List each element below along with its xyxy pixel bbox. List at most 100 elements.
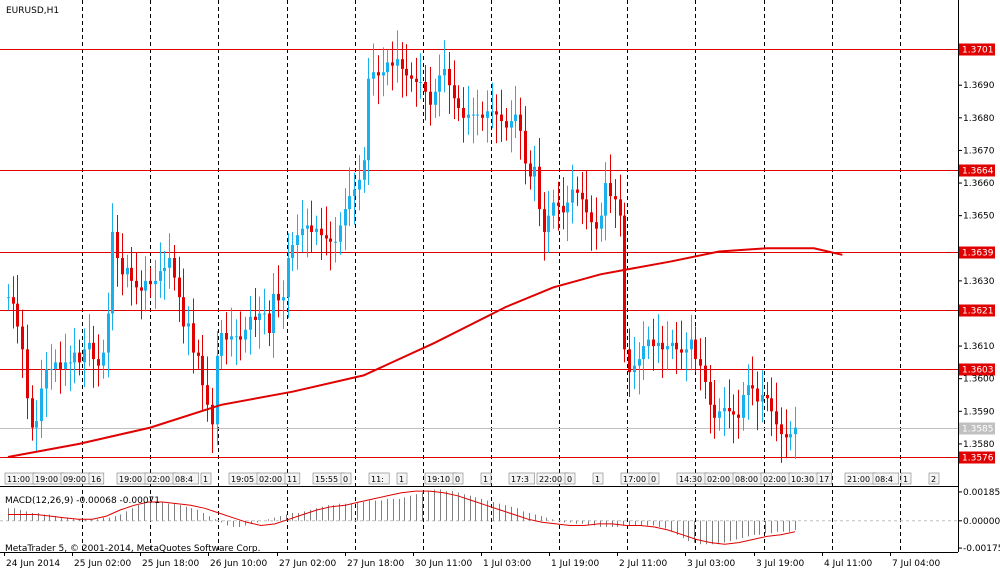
event-marker — [452, 472, 464, 485]
time-tick-label: 27 Jun 02:00 — [279, 559, 336, 569]
candle-body — [638, 359, 641, 366]
candle-body — [742, 395, 745, 418]
candle-body — [780, 424, 783, 435]
price-tick-label: 1.3690 — [963, 81, 995, 91]
candle-body — [363, 160, 366, 180]
candle-body — [647, 339, 650, 347]
candle-body — [761, 395, 764, 402]
candle-body — [348, 196, 351, 210]
candle-body — [462, 108, 465, 118]
event-marker-label: 09:00 — [63, 475, 86, 484]
level-price-label: 1.3603 — [962, 366, 994, 376]
candle-body — [159, 271, 162, 281]
time-tick-label: 3 Jul 19:00 — [756, 559, 805, 569]
level-price-badge — [959, 451, 995, 464]
candle-body — [149, 280, 152, 285]
candle-body — [633, 365, 636, 373]
current-price-badge — [959, 422, 995, 435]
candle-body — [21, 326, 24, 350]
candle-body — [737, 414, 740, 418]
candle-body — [747, 385, 750, 395]
horizontal-levels[interactable]: 1.3701 1.3664 1.3639 1.3621 1.3603 1.3576 1.35… — [0, 43, 995, 464]
candle-body — [154, 280, 157, 285]
candle-body — [661, 342, 664, 350]
candle-body — [92, 342, 95, 360]
event-marker — [368, 472, 390, 485]
candle-body — [609, 183, 612, 197]
level-price-label: 1.3701 — [962, 46, 994, 56]
event-marker — [340, 472, 352, 485]
level-price-badge — [959, 43, 995, 56]
candle-body — [604, 183, 607, 216]
level-price-label: 1.3576 — [962, 454, 994, 464]
price-tick-label: 1.3630 — [963, 277, 995, 287]
candle-body — [538, 166, 541, 210]
event-marker-label: 10:30 — [791, 475, 814, 484]
price-tick-label: 1.3610 — [963, 342, 995, 352]
candle-body — [35, 421, 38, 428]
candle-body — [680, 349, 683, 353]
candle-body — [315, 228, 318, 232]
candle-body — [529, 163, 532, 177]
candle-body — [329, 238, 332, 242]
candle-body — [405, 68, 408, 76]
candle-body — [59, 362, 62, 369]
candle-body — [396, 59, 399, 66]
candle-body — [728, 408, 731, 412]
event-marker-label: 17:00 — [623, 475, 646, 484]
event-marker-label: 1 — [903, 475, 908, 484]
candle-body — [16, 303, 19, 327]
candle-body — [310, 225, 313, 232]
candle-body — [533, 166, 536, 177]
candle-body — [73, 352, 76, 363]
candle-body — [751, 385, 754, 389]
price-tick-label: 1.3580 — [963, 440, 995, 450]
candle-body — [287, 258, 290, 298]
candle-body — [121, 258, 124, 275]
event-marker-label: 1 — [595, 475, 600, 484]
event-marker — [284, 472, 301, 485]
candle-body — [235, 336, 238, 338]
candle-body — [291, 245, 294, 259]
candle-body — [344, 209, 347, 226]
time-tick-label: 7 Jul 04:00 — [892, 559, 941, 569]
candle-body — [334, 241, 337, 243]
price-tick-label: 1.3650 — [963, 212, 995, 222]
candle-body — [301, 228, 304, 236]
candle-body — [367, 78, 370, 161]
candle-body — [652, 339, 655, 347]
macd-label: MACD(12,26,9) -0.00068 -0.00071 — [5, 496, 160, 506]
candle-body — [785, 434, 788, 438]
candle-body — [600, 215, 603, 229]
candle-body — [26, 349, 29, 399]
candle-body — [495, 111, 498, 115]
event-marker-label: 11:00 — [7, 475, 30, 484]
candle-body — [296, 235, 299, 245]
candle-body — [358, 179, 361, 190]
candle-body — [206, 385, 209, 405]
candle-body — [50, 368, 53, 370]
event-marker — [88, 472, 105, 485]
candle-body — [657, 342, 660, 347]
candle-body — [775, 411, 778, 425]
candle-body — [69, 362, 72, 364]
candle-body — [97, 359, 100, 366]
candle-body — [272, 293, 275, 334]
candle-body — [64, 362, 67, 369]
candle-body — [31, 398, 34, 428]
candle-body — [671, 342, 674, 347]
event-marker — [480, 472, 492, 485]
event-marker-label: 08:4 — [175, 475, 193, 484]
event-marker — [564, 472, 576, 485]
event-marker-label: 1 — [483, 475, 488, 484]
macd-subwindow — [0, 489, 958, 545]
candle-body — [116, 231, 119, 259]
candle-body — [438, 75, 441, 92]
candle-body — [419, 81, 422, 83]
candle-body — [230, 336, 233, 340]
candle-body — [201, 355, 204, 386]
candle-body — [249, 316, 252, 330]
